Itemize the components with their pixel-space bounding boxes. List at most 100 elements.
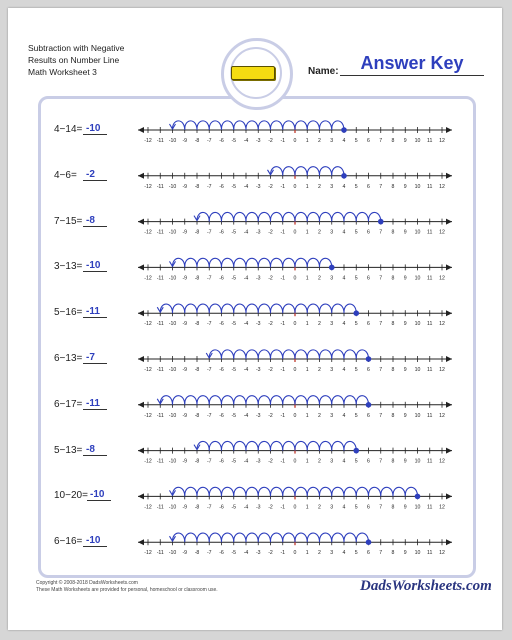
problems-frame — [38, 96, 476, 578]
tick-label: 6 — [367, 550, 370, 556]
tick-label: 3 — [330, 413, 333, 419]
tick-label: 2 — [318, 459, 321, 465]
tick-label: 8 — [392, 550, 395, 556]
tick-label: 10 — [415, 184, 421, 190]
tick-label: -10 — [169, 230, 177, 236]
tick-label: 0 — [294, 321, 297, 327]
tick-label: -11 — [157, 413, 164, 419]
left-arrow-icon — [138, 356, 144, 362]
answer-text: -11 — [86, 306, 100, 318]
tick-label: 3 — [330, 230, 333, 236]
tick-label: -12 — [144, 504, 152, 510]
tick-label: -9 — [182, 321, 187, 327]
tick-label: 8 — [392, 504, 395, 510]
tick-label: 1 — [306, 413, 309, 419]
tick-label: -6 — [219, 275, 224, 281]
left-arrow-icon — [138, 493, 144, 500]
tick-label: -8 — [195, 367, 200, 373]
tick-label: -6 — [219, 230, 224, 236]
answer-text: -10 — [90, 489, 105, 501]
start-point — [377, 218, 384, 225]
start-point — [353, 310, 360, 317]
tick-label: -10 — [169, 413, 177, 419]
tick-label: -5 — [231, 321, 236, 327]
tick-label: -8 — [195, 275, 200, 281]
tick-label: -4 — [244, 275, 249, 281]
tick-label: 1 — [306, 504, 309, 510]
tick-label: 1 — [306, 230, 309, 236]
hop-arcs — [196, 211, 382, 222]
tick-label: 12 — [439, 550, 445, 556]
tick-label: -8 — [195, 504, 200, 510]
tick-label: 7 — [379, 413, 382, 419]
hop-arrowhead-icon — [205, 352, 213, 360]
tick-label: 5 — [355, 459, 358, 465]
start-point — [328, 264, 335, 271]
tick-label: 3 — [330, 367, 333, 373]
tick-label: 8 — [392, 321, 395, 327]
tick-label: -12 — [144, 459, 152, 465]
tick-label: -5 — [231, 138, 236, 144]
tick-label: -2 — [268, 413, 273, 419]
tick-label: 8 — [392, 230, 395, 236]
start-point — [365, 356, 372, 362]
equation-text: 10−20= — [54, 490, 88, 502]
tick-label: 10 — [415, 550, 421, 556]
hop-arrowhead-icon — [267, 169, 274, 176]
start-point — [414, 493, 421, 500]
tick-label: -4 — [244, 550, 249, 556]
tick-label: -1 — [280, 230, 285, 236]
answer-line — [83, 363, 107, 364]
tick-label: 5 — [355, 550, 358, 556]
tick-label: -11 — [157, 275, 164, 281]
tick-label: 1 — [306, 321, 309, 327]
tick-label: -3 — [256, 138, 261, 144]
tick-label: -2 — [268, 230, 273, 236]
tick-label: -2 — [268, 504, 273, 510]
hop-arcs — [196, 440, 357, 451]
tick-label: 11 — [427, 230, 432, 236]
usage-note: These Math Worksheets are provided for p… — [36, 587, 218, 593]
tick-label: -2 — [268, 275, 273, 281]
site-logo: DadsWorksheets.com — [360, 578, 492, 594]
tick-label: -7 — [207, 184, 212, 190]
tick-label: -2 — [268, 367, 273, 373]
tick-label: -12 — [144, 184, 152, 190]
tick-label: 8 — [392, 184, 395, 190]
tick-label: 8 — [392, 367, 395, 373]
tick-label: 1 — [306, 459, 309, 465]
answer-line — [83, 408, 107, 410]
hop-arcs — [171, 486, 419, 497]
tick-label: 4 — [343, 367, 346, 373]
tick-label: -7 — [207, 138, 212, 144]
left-arrow-icon — [138, 447, 144, 454]
tick-label: -4 — [244, 413, 249, 419]
tick-label: -10 — [169, 504, 177, 510]
equation-text: 5−16= — [54, 307, 83, 319]
tick-label: 3 — [330, 275, 333, 281]
tick-label: -1 — [280, 184, 285, 190]
right-arrow-icon — [446, 493, 452, 500]
tick-label: 7 — [379, 230, 382, 236]
answer-text: -8 — [86, 443, 95, 455]
tick-label: -1 — [280, 413, 285, 419]
tick-label: -10 — [169, 321, 177, 327]
tick-label: -7 — [207, 321, 212, 327]
hop-arcs — [159, 395, 370, 405]
hop-arcs — [171, 257, 333, 268]
tick-label: 10 — [415, 321, 421, 327]
tick-label: 3 — [330, 504, 333, 510]
tick-label: 4 — [343, 275, 346, 281]
tick-label: -6 — [219, 138, 224, 144]
equation-text: 4−14= — [54, 124, 83, 135]
tick-label: -10 — [169, 184, 177, 190]
tick-label: -5 — [231, 459, 236, 465]
right-arrow-icon — [446, 310, 452, 317]
start-point — [365, 402, 372, 408]
tick-label: 0 — [294, 550, 297, 556]
tick-label: 12 — [439, 504, 445, 510]
tick-label: -5 — [231, 367, 236, 373]
tick-label: 4 — [343, 550, 346, 556]
tick-label: -2 — [268, 550, 273, 556]
tick-label: 12 — [439, 275, 445, 281]
